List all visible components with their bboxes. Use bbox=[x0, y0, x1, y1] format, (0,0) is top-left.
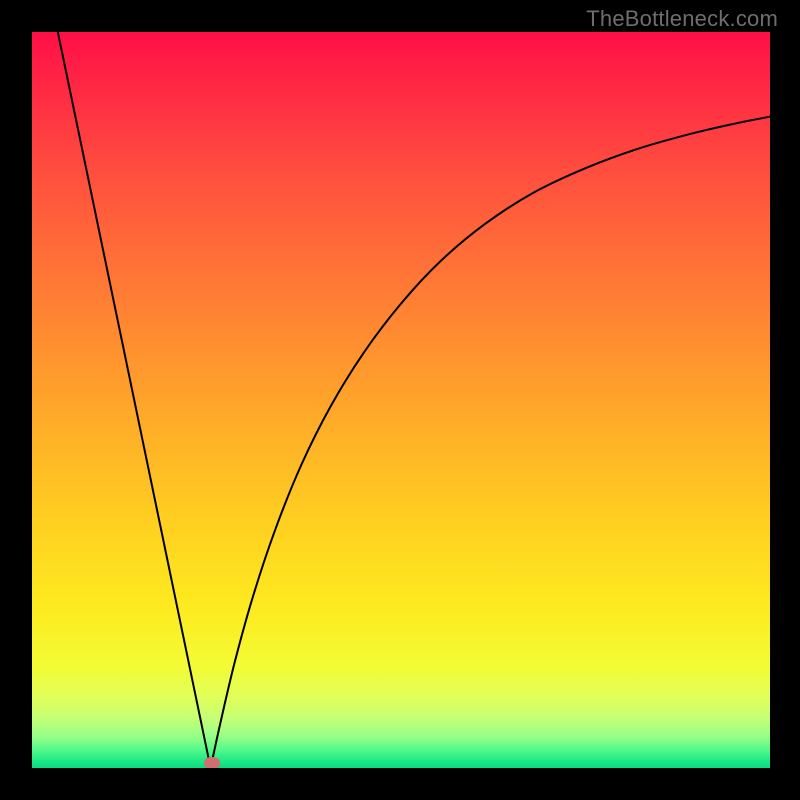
chart-svg bbox=[32, 32, 770, 768]
chart-plot-area bbox=[32, 32, 770, 768]
minimum-marker bbox=[204, 757, 220, 768]
watermark-label: TheBottleneck.com bbox=[586, 6, 778, 32]
